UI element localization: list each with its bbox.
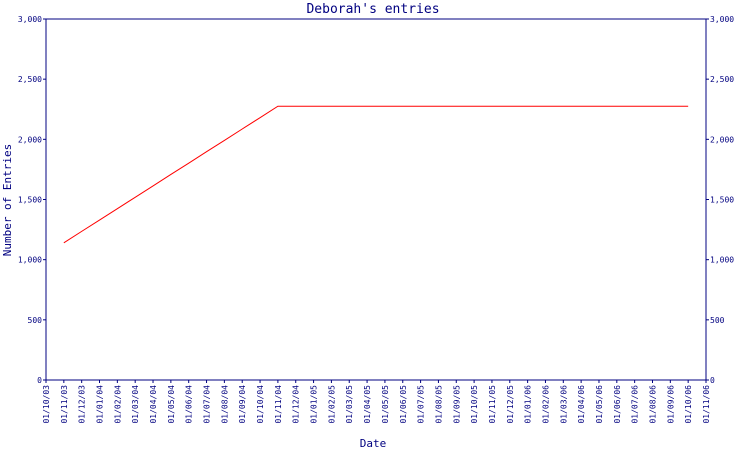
x-tick-label: 01/10/06 — [684, 385, 693, 424]
x-tick-label: 01/02/04 — [113, 385, 122, 424]
x-tick-label: 01/10/03 — [42, 385, 51, 424]
x-tick-label: 01/09/05 — [452, 385, 461, 424]
x-tick-label: 01/06/05 — [399, 385, 408, 424]
x-tick-label: 01/11/06 — [702, 385, 711, 424]
y-tick-label: 0 — [37, 376, 42, 385]
x-tick-label: 01/03/06 — [559, 385, 568, 424]
x-tick-label: 01/12/03 — [78, 385, 87, 424]
y-tick-label: 2,500 — [18, 75, 42, 84]
y-tick-label: 500 — [28, 316, 43, 325]
x-tick-label: 01/08/06 — [648, 385, 657, 424]
y2-tick-label: 3,000 — [710, 15, 734, 24]
x-tick-label: 01/04/05 — [363, 385, 372, 424]
x-tick-label: 01/05/05 — [381, 385, 390, 424]
x-tick-label: 01/04/04 — [149, 385, 158, 424]
x-tick-label: 01/02/06 — [541, 385, 550, 424]
x-tick-label: 01/08/04 — [220, 385, 229, 424]
y-axis-label: Number of Entries — [1, 144, 14, 257]
x-tick-label: 01/11/03 — [60, 385, 69, 424]
chart-title: Deborah's entries — [306, 2, 439, 17]
y2-tick-label: 2,000 — [710, 135, 734, 144]
x-tick-label: 01/03/05 — [345, 385, 354, 424]
x-tick-label: 01/12/05 — [506, 385, 515, 424]
data-line — [63, 105, 689, 244]
y2-tick-label: 1,500 — [710, 196, 734, 205]
y2-tick-label: 0 — [710, 376, 715, 385]
x-tick-label: 01/01/06 — [524, 385, 533, 424]
x-tick-label: 01/03/04 — [131, 385, 140, 424]
x-tick-label: 01/11/04 — [274, 385, 283, 424]
x-axis-label: Date — [360, 437, 387, 450]
y-tick-label: 2,000 — [18, 135, 42, 144]
x-tick-label: 01/07/04 — [203, 385, 212, 424]
x-tick-label: 01/05/06 — [595, 385, 604, 424]
x-tick-label: 01/05/04 — [167, 385, 176, 424]
plot-frame — [45, 18, 707, 381]
y2-tick-label: 1,000 — [710, 256, 734, 265]
x-tick-label: 01/04/06 — [577, 385, 586, 424]
y2-tick-label: 500 — [710, 316, 725, 325]
y-tick-label: 1,000 — [18, 256, 42, 265]
x-tick-label: 01/01/05 — [310, 385, 319, 424]
x-tick-label: 01/12/04 — [292, 385, 301, 424]
x-tick-label: 01/10/04 — [256, 385, 265, 424]
y-tick-label: 3,000 — [18, 15, 42, 24]
x-tick-label: 01/11/05 — [488, 385, 497, 424]
x-tick-label: 01/02/05 — [327, 385, 336, 424]
x-tick-label: 01/09/06 — [666, 385, 675, 424]
y2-tick-label: 2,500 — [710, 75, 734, 84]
x-tick-label: 01/06/04 — [185, 385, 194, 424]
y-tick-label: 1,500 — [18, 196, 42, 205]
x-tick-label: 01/07/05 — [417, 385, 426, 424]
x-tick-label: 01/09/04 — [238, 385, 247, 424]
x-tick-label: 01/10/05 — [470, 385, 479, 424]
x-tick-label: 01/01/04 — [96, 385, 105, 424]
x-tick-label: 01/06/06 — [613, 385, 622, 424]
x-tick-label: 01/07/06 — [631, 385, 640, 424]
x-tick-label: 01/08/05 — [434, 385, 443, 424]
